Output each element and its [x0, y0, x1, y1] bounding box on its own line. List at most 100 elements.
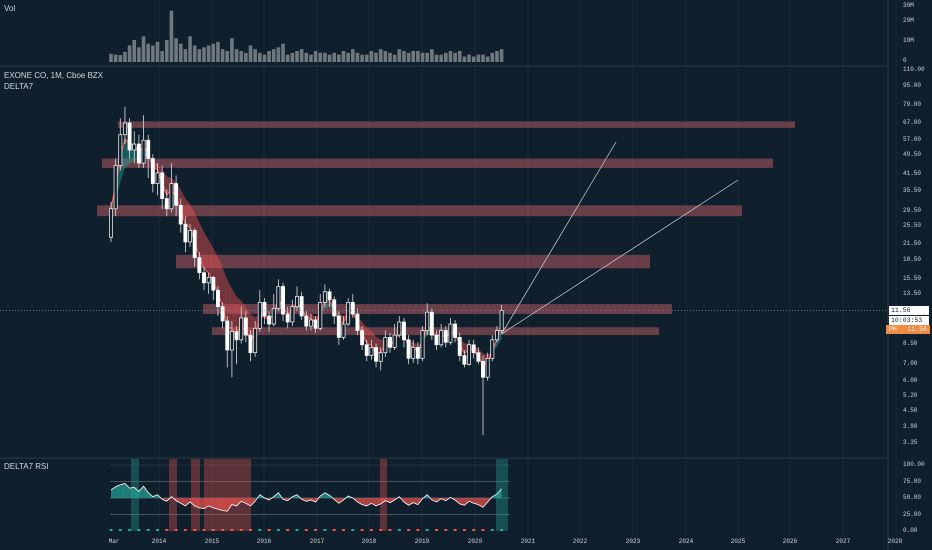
candle-bearish[interactable]: [406, 339, 411, 359]
symbol-title[interactable]: EXONE CO, 1M, Cboe BZX: [4, 71, 104, 80]
candle-bearish[interactable]: [360, 330, 365, 346]
candle-bullish[interactable]: [467, 344, 472, 365]
candle-bullish[interactable]: [392, 334, 397, 348]
candle-bearish[interactable]: [192, 230, 197, 258]
candle-bullish[interactable]: [239, 317, 244, 341]
candle-bearish[interactable]: [267, 315, 272, 325]
candle-bearish[interactable]: [457, 337, 462, 356]
candle-bullish[interactable]: [346, 301, 351, 325]
resistance-zone[interactable]: [212, 327, 659, 336]
candle-bearish[interactable]: [364, 344, 369, 356]
resistance-zone[interactable]: [118, 121, 795, 128]
candle-bullish[interactable]: [206, 276, 211, 284]
candle-bearish[interactable]: [127, 122, 132, 151]
candle-bullish[interactable]: [122, 122, 127, 136]
candle-bearish[interactable]: [402, 321, 406, 341]
candle-bearish[interactable]: [355, 313, 360, 331]
candle-bullish[interactable]: [109, 208, 113, 238]
candle-bearish[interactable]: [202, 272, 206, 284]
candle-bearish[interactable]: [211, 276, 216, 291]
candle-bullish[interactable]: [118, 134, 123, 166]
candle-bullish[interactable]: [499, 310, 504, 331]
candle-bearish[interactable]: [150, 158, 155, 184]
candle-bearish[interactable]: [234, 331, 239, 341]
candle-bullish[interactable]: [169, 183, 174, 210]
candle-bearish[interactable]: [216, 289, 220, 308]
candle-bullish[interactable]: [257, 301, 262, 329]
resistance-zone[interactable]: [102, 158, 773, 168]
resistance-zone[interactable]: [203, 304, 672, 315]
candle-bearish[interactable]: [304, 315, 309, 327]
candle-bullish[interactable]: [309, 319, 313, 327]
candle-bullish[interactable]: [383, 337, 388, 354]
rsi-pane-title[interactable]: DELTA7 RSI: [4, 462, 49, 471]
candle-bullish[interactable]: [155, 172, 160, 184]
fan-line[interactable]: [501, 141, 617, 335]
candle-bearish[interactable]: [374, 347, 379, 362]
candle-bullish[interactable]: [397, 321, 402, 336]
candle-bearish[interactable]: [285, 313, 290, 323]
candle-bullish[interactable]: [420, 330, 425, 359]
candle-bullish[interactable]: [276, 286, 281, 309]
rsi-fill: [250, 498, 256, 506]
candle-bearish[interactable]: [327, 291, 332, 301]
candle-bullish[interactable]: [448, 323, 453, 343]
candle-bullish[interactable]: [253, 327, 258, 354]
candle-bearish[interactable]: [174, 183, 179, 206]
candle-bullish[interactable]: [341, 323, 346, 338]
candle-bearish[interactable]: [248, 334, 253, 354]
candle-bullish[interactable]: [495, 330, 499, 341]
candle-bearish[interactable]: [453, 323, 458, 338]
candle-bearish[interactable]: [336, 315, 341, 338]
candle-bearish[interactable]: [243, 317, 248, 336]
candle-bearish[interactable]: [299, 296, 304, 317]
candle-bearish[interactable]: [136, 143, 141, 164]
candle-bearish[interactable]: [429, 311, 434, 336]
candle-bearish[interactable]: [471, 344, 476, 354]
candle-bearish[interactable]: [434, 334, 439, 346]
candle-bullish[interactable]: [188, 230, 192, 243]
candle-bearish[interactable]: [160, 172, 165, 199]
indicator-title[interactable]: DELTA7: [4, 82, 34, 91]
candle-bullish[interactable]: [378, 352, 383, 362]
rsi-fill: [185, 498, 191, 506]
candle-bullish[interactable]: [318, 301, 323, 329]
candle-bullish[interactable]: [485, 357, 490, 378]
candle-bullish[interactable]: [295, 296, 299, 308]
candle-bullish[interactable]: [369, 347, 374, 356]
candle-bearish[interactable]: [443, 330, 448, 343]
candle-bearish[interactable]: [476, 352, 481, 362]
candle-bullish[interactable]: [229, 331, 234, 351]
candle-bullish[interactable]: [322, 291, 327, 303]
candle-bullish[interactable]: [411, 347, 416, 359]
candle-bearish[interactable]: [350, 301, 355, 315]
candle-bearish[interactable]: [281, 286, 286, 315]
candle-bullish[interactable]: [113, 165, 118, 210]
candle-bearish[interactable]: [146, 139, 151, 159]
fan-line[interactable]: [501, 179, 739, 335]
candle-bullish[interactable]: [290, 306, 295, 323]
candle-bearish[interactable]: [164, 198, 169, 210]
candle-bullish[interactable]: [425, 311, 430, 331]
candle-bearish[interactable]: [197, 257, 202, 274]
candle-bullish[interactable]: [439, 330, 444, 346]
resistance-zone[interactable]: [176, 254, 650, 269]
resistance-zone[interactable]: [97, 205, 742, 217]
candle-bearish[interactable]: [225, 320, 230, 351]
candle-bullish[interactable]: [141, 139, 146, 164]
candle-bearish[interactable]: [262, 301, 267, 317]
candle-bullish[interactable]: [132, 143, 137, 151]
candle-bearish[interactable]: [388, 337, 392, 348]
candle-bullish[interactable]: [271, 308, 276, 325]
candle-bearish[interactable]: [220, 306, 225, 322]
candle-bearish[interactable]: [178, 204, 183, 225]
candle-bullish[interactable]: [490, 339, 495, 359]
rsi-signal-dot: [360, 529, 364, 531]
candle-bearish[interactable]: [415, 347, 420, 359]
candle-bearish[interactable]: [313, 319, 318, 329]
candle-bearish[interactable]: [462, 355, 467, 365]
candle-bearish[interactable]: [183, 223, 188, 243]
candle-bearish[interactable]: [332, 299, 337, 317]
candle-bearish[interactable]: [481, 360, 485, 378]
